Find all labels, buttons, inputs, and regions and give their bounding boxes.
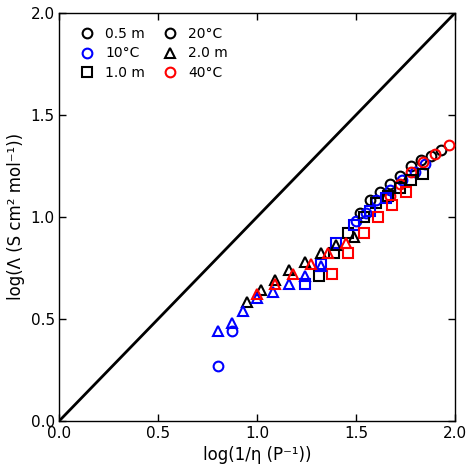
Y-axis label: log(Λ (S cm² mol⁻¹)): log(Λ (S cm² mol⁻¹)) [7,133,25,300]
X-axis label: log(1/η (P⁻¹)): log(1/η (P⁻¹)) [203,446,311,464]
Legend: 0.5 m, 10°C, 1.0 m, 20°C, 2.0 m, 40°C: 0.5 m, 10°C, 1.0 m, 20°C, 2.0 m, 40°C [66,20,235,87]
